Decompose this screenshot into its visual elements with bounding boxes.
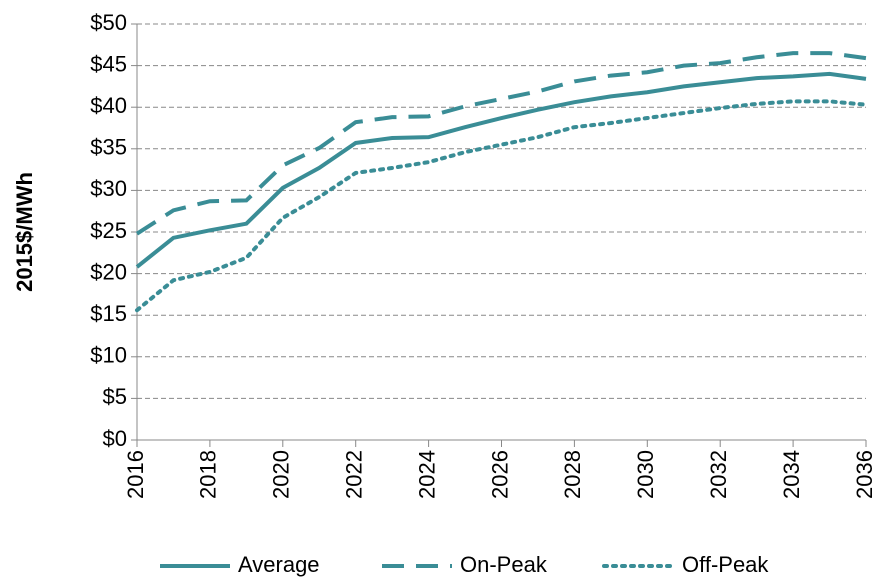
y-tick-label: $15 <box>90 301 127 326</box>
x-tick-label: 2026 <box>487 450 512 499</box>
y-axis-label: 2015$/MWh <box>12 172 37 292</box>
y-tick-label: $45 <box>90 51 127 76</box>
x-tick-label: 2032 <box>706 450 731 499</box>
legend-label: Average <box>238 552 320 577</box>
y-tick-label: $10 <box>90 343 127 368</box>
x-tick-label: 2034 <box>779 450 804 499</box>
y-tick-label: $35 <box>90 135 127 160</box>
x-tick-label: 2016 <box>123 450 148 499</box>
x-tick-label: 2036 <box>852 450 877 499</box>
y-tick-label: $30 <box>90 176 127 201</box>
x-tick-label: 2018 <box>196 450 221 499</box>
y-tick-label: $50 <box>90 10 127 35</box>
y-tick-label: $25 <box>90 218 127 243</box>
x-tick-label: 2022 <box>342 450 367 499</box>
y-tick-label: $0 <box>103 426 127 451</box>
series-line <box>135 71 867 269</box>
series-line <box>135 51 867 236</box>
x-tick-label: 2024 <box>414 450 439 499</box>
y-tick-label: $40 <box>90 93 127 118</box>
x-tick-label: 2030 <box>633 450 658 499</box>
x-tick-label: 2020 <box>269 450 294 499</box>
y-tick-label: $20 <box>90 259 127 284</box>
legend-label: Off-Peak <box>682 552 769 577</box>
legend-label: On-Peak <box>460 552 548 577</box>
x-tick-label: 2028 <box>560 450 585 499</box>
y-tick-label: $5 <box>103 384 127 409</box>
series-line <box>135 99 868 313</box>
